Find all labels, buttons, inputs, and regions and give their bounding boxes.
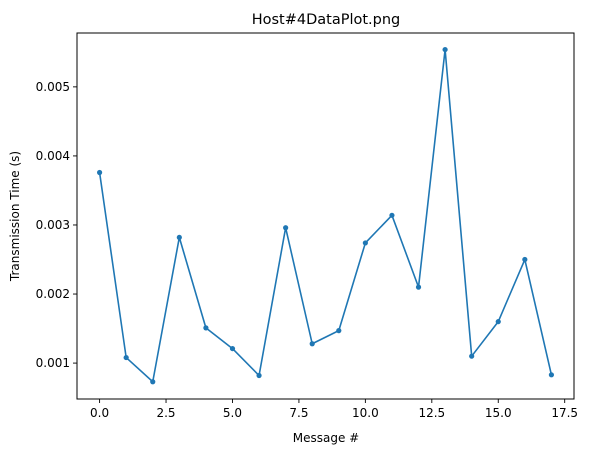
x-tick-label: 15.0 [485,406,512,420]
y-tick-label: 0.004 [36,149,70,163]
y-tick-label: 0.002 [36,287,70,301]
x-axis-label: Message # [293,431,359,445]
data-point [256,372,262,379]
x-tick-label: 7.5 [289,406,308,420]
x-tick-label: 12.5 [418,406,445,420]
data-point [495,319,501,325]
chart-title: Host#4DataPlot.png [252,12,401,28]
data-point [389,212,395,218]
data-point [283,225,289,231]
plot-area [96,46,555,385]
data-point [203,325,209,331]
y-tick-label: 0.001 [36,356,70,370]
data-point [150,379,156,385]
data-point [123,354,129,361]
plot-frame [76,32,575,400]
data-point [415,284,422,290]
data-point [362,240,368,246]
data-point [469,353,475,359]
y-tick-label: 0.005 [36,80,70,94]
series-line [98,48,553,383]
y-axis: 0.001 0.002 0.003 0.004 0.005 [36,80,77,370]
data-point [442,46,448,53]
data-point [548,372,555,378]
data-point [336,328,342,334]
x-axis: 0.0 2.5 5.0 7.5 10.0 12.5 15.0 17.5 [90,399,578,420]
data-point [96,169,103,176]
x-tick-label: 2.5 [156,406,175,420]
data-point [229,345,236,352]
x-tick-label: 0.0 [90,406,109,420]
y-axis-label: Transmission Time (s) [8,151,22,282]
data-point [522,256,528,263]
data-point [309,341,315,347]
x-tick-label: 5.0 [223,406,242,420]
x-tick-label: 17.5 [551,406,578,420]
data-point [176,234,182,241]
y-tick-label: 0.003 [36,218,70,232]
x-tick-label: 10.0 [352,406,379,420]
